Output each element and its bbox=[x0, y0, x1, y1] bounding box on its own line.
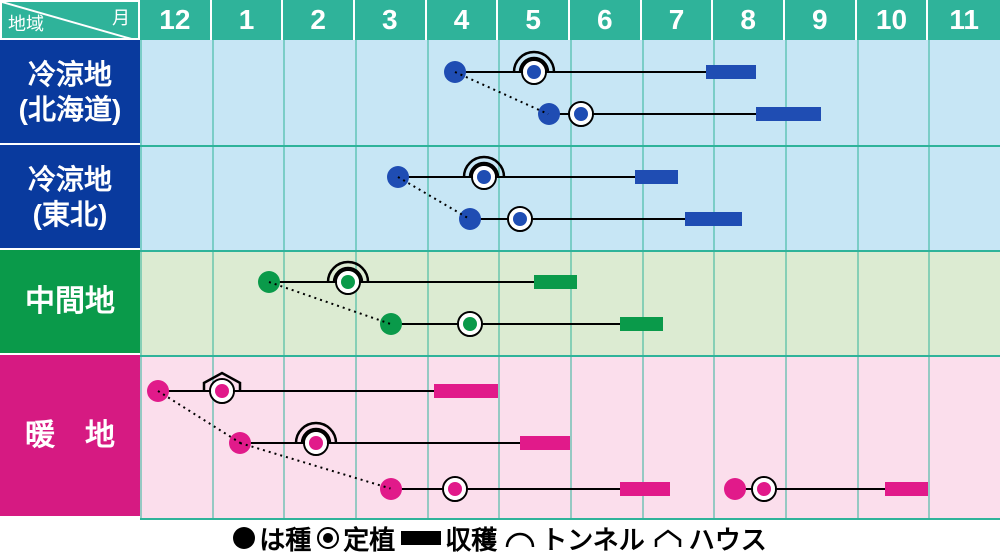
region-header-line: (北海道) bbox=[19, 92, 122, 127]
dotted-link bbox=[396, 175, 472, 221]
dotted-link bbox=[267, 280, 393, 326]
harvest-bar bbox=[706, 65, 756, 79]
month-header: 4 bbox=[427, 0, 499, 40]
harvest-bar bbox=[434, 384, 499, 398]
header-corner-month: 月 bbox=[112, 4, 130, 30]
legend-label: は種 bbox=[259, 520, 311, 557]
harvest-bar bbox=[685, 212, 742, 226]
gridline-v bbox=[140, 40, 142, 518]
header-corner: 月 地域 bbox=[0, 0, 140, 40]
region-header-line: (東北) bbox=[33, 197, 108, 232]
region-header-line: 冷涼地 bbox=[28, 57, 112, 92]
region-header: 冷涼地(東北) bbox=[0, 145, 140, 250]
month-header: 11 bbox=[928, 0, 1000, 40]
legend-label: 収穫 bbox=[445, 520, 497, 557]
gridline-v bbox=[928, 40, 930, 518]
region-header-line: 冷涼地 bbox=[28, 162, 112, 197]
region-header: 暖 地 bbox=[0, 355, 140, 518]
legend-label: トンネル bbox=[541, 520, 644, 557]
harvest-bar bbox=[885, 482, 928, 496]
dotted-link bbox=[453, 70, 550, 116]
harvest-bar bbox=[534, 275, 577, 289]
legend-item: は種 bbox=[233, 520, 311, 557]
month-header: 1 bbox=[212, 0, 284, 40]
gridline-h bbox=[140, 250, 1000, 252]
month-header: 12 bbox=[140, 0, 212, 40]
month-header: 8 bbox=[713, 0, 785, 40]
month-header: 3 bbox=[355, 0, 427, 40]
legend-item: トンネル bbox=[503, 520, 644, 557]
month-header: 2 bbox=[283, 0, 355, 40]
harvest-bar bbox=[620, 317, 663, 331]
legend-item: 定植 bbox=[317, 520, 395, 557]
legend-label: ハウス bbox=[689, 520, 767, 557]
header-corner-region: 地域 bbox=[8, 10, 44, 36]
month-header: 7 bbox=[642, 0, 714, 40]
harvest-bar bbox=[635, 170, 678, 184]
harvest-bar bbox=[620, 482, 670, 496]
month-header: 10 bbox=[857, 0, 929, 40]
month-header: 6 bbox=[570, 0, 642, 40]
dotted-link bbox=[238, 441, 393, 491]
gridline-v bbox=[212, 40, 214, 518]
dotted-link bbox=[156, 389, 242, 445]
harvest-bar bbox=[520, 436, 570, 450]
region-header: 中間地 bbox=[0, 250, 140, 355]
harvest-bar bbox=[756, 107, 821, 121]
legend-item: ハウス bbox=[651, 520, 767, 557]
gridline-v bbox=[427, 40, 429, 518]
month-header: 5 bbox=[498, 0, 570, 40]
gridline-v bbox=[857, 40, 859, 518]
region-header: 冷涼地(北海道) bbox=[0, 40, 140, 145]
legend: は種定植 収穫 トンネル ハウス bbox=[0, 518, 1000, 558]
month-header: 9 bbox=[785, 0, 857, 40]
legend-label: 定植 bbox=[343, 520, 395, 557]
region-header-line: 中間地 bbox=[25, 283, 115, 321]
legend-item: 収穫 bbox=[401, 520, 497, 557]
region-header-line: 暖 地 bbox=[25, 417, 115, 455]
gridline-h bbox=[140, 355, 1000, 357]
sow-marker bbox=[724, 478, 746, 500]
gridline-h bbox=[140, 145, 1000, 147]
